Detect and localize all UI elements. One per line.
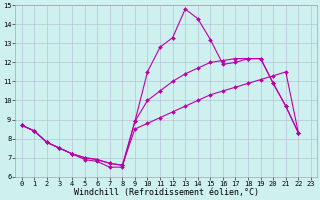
X-axis label: Windchill (Refroidissement éolien,°C): Windchill (Refroidissement éolien,°C) (74, 188, 259, 197)
